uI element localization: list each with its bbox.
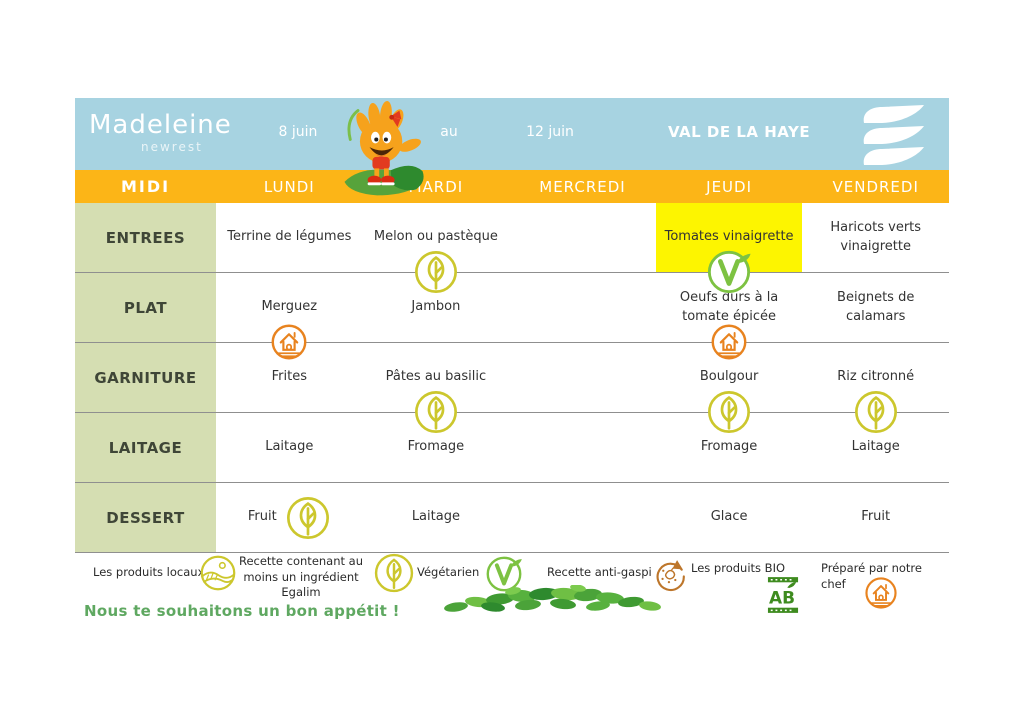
menu-cell-dessert-lundi: Fruit — [216, 483, 363, 552]
brand-subtitle: newrest — [141, 140, 203, 154]
legend-label-chef: Préparé par notre chef — [821, 561, 922, 591]
menu-cell-entrees-mercredi — [509, 203, 656, 272]
vegetarian-icon — [485, 555, 523, 593]
dish-name: Haricots verts vinaigrette — [830, 220, 922, 254]
dish-name: Glace — [710, 509, 748, 525]
menu-cell-entrees-lundi: Terrine de légumes — [216, 203, 363, 272]
dish-name: Oeufs durs à la tomate épicée — [679, 290, 779, 324]
menu-cell-dessert-mercredi — [509, 483, 656, 552]
egalim-leaf-icon — [373, 552, 415, 594]
dish-name: Melon ou pastèque — [373, 229, 498, 245]
dish-name: Fromage — [407, 439, 465, 455]
menu-cell-plat-mercredi — [509, 273, 656, 342]
menu-row-dessert: DESSERT Fruit Laitage Glace Fruit — [75, 483, 949, 553]
newrest-logo-icon — [857, 105, 927, 169]
site-name: VAL DE LA HAYE — [667, 123, 811, 141]
menu-cell-garniture-jeudi: Boulgour — [656, 343, 803, 433]
menu-row-plat: PLAT Merguez Jambon Oeufs durs à la tomate… — [75, 273, 949, 360]
menu-cell-garniture-lundi: Frites — [216, 343, 363, 412]
menu-cell-dessert-mardi: Laitage — [363, 483, 510, 552]
menu-cell-garniture-vendredi: Riz citronné — [802, 343, 949, 433]
menu-cell-dessert-vendredi: Fruit — [802, 483, 949, 552]
menu-row-garniture: GARNITURE Frites Pâtes au basilic Boulgour… — [75, 343, 949, 433]
day-header-lundi: LUNDI — [263, 177, 315, 196]
chef-icon — [270, 323, 308, 361]
header: Madeleine newrest 8 juin au 12 juin VAL … — [75, 98, 949, 170]
week-start-date: 8 juin — [278, 124, 318, 140]
brand-name: Madeleine — [89, 110, 232, 140]
menu-cell-entrees-mardi: Melon ou pastèque — [363, 203, 510, 293]
dish-name: Fruit — [861, 509, 891, 525]
date-separator: au — [440, 124, 458, 140]
legend-label-egalim: Recette contenant au moins un ingrédient… — [238, 554, 364, 600]
category-entrees: ENTREES — [75, 203, 216, 272]
ab-bio-icon: AB — [767, 576, 799, 614]
category-dessert: DESSERT — [75, 483, 216, 552]
menu-row-entrees: ENTREES Terrine de légumes Melon ou pastèq… — [75, 203, 949, 294]
local-products-icon — [199, 554, 237, 592]
dish-name: Beignets de calamars — [837, 290, 915, 324]
menu-cell-laitage-mardi: Fromage — [363, 413, 510, 482]
menu-cell-laitage-lundi: Laitage — [216, 413, 363, 482]
category-garniture: GARNITURE — [75, 343, 216, 412]
dish-name: Fromage — [700, 439, 758, 455]
meal-band: MIDI LUNDI MARDI MERCREDI JEUDI VENDREDI — [75, 170, 949, 203]
menu-cell-plat-vendredi: Beignets de calamars — [802, 273, 949, 342]
legend-label-vegetarien: Végétarien — [417, 565, 480, 579]
legend-label-bio: Les produits BIO — [691, 561, 786, 575]
legend-label-anti-gaspi: Recette anti-gaspi — [547, 565, 652, 579]
menu-cell-laitage-jeudi: Fromage — [656, 413, 803, 482]
menu-row-laitage: LAITAGE Laitage Fromage Fromage Laitage — [75, 413, 949, 483]
chef-icon — [710, 323, 748, 361]
leaf-cluster-icon — [438, 584, 666, 617]
day-header-vendredi: VENDREDI — [832, 177, 919, 196]
dish-name: Merguez — [261, 299, 318, 315]
meal-label: MIDI — [120, 177, 171, 196]
dish-name: Laitage — [265, 439, 314, 455]
egalim-leaf-icon — [706, 389, 752, 435]
svg-text:AB: AB — [769, 587, 795, 607]
egalim-leaf-icon — [853, 389, 899, 435]
menu-card: Madeleine newrest 8 juin au 12 juin VAL … — [75, 98, 949, 553]
menu-cell-plat-lundi: Merguez — [216, 273, 363, 360]
menu-cell-plat-jeudi: Oeufs durs à la tomate épicée — [656, 273, 803, 360]
menu-cell-plat-mardi: Jambon — [363, 273, 510, 342]
menu-cell-dessert-jeudi: Glace — [656, 483, 803, 552]
footer-message: Nous te souhaitons un bon appétit ! — [84, 602, 400, 620]
dish-name: Tomates vinaigrette — [664, 229, 794, 245]
egalim-leaf-icon — [285, 495, 331, 541]
category-plat: PLAT — [75, 273, 216, 342]
dish-name: Boulgour — [699, 369, 759, 385]
dish-name: Riz citronné — [837, 369, 915, 385]
menu-cell-garniture-mercredi — [509, 343, 656, 412]
egalim-leaf-icon — [413, 249, 459, 295]
category-laitage: LAITAGE — [75, 413, 216, 482]
legend-label-local: Les produits locaux — [93, 565, 205, 579]
menu-cell-entrees-jeudi: Tomates vinaigrette — [655, 203, 803, 294]
menu-cell-entrees-vendredi: Haricots verts vinaigrette — [802, 203, 949, 272]
menu-table: ENTREES Terrine de légumes Melon ou pastèq… — [75, 203, 949, 553]
chef-icon — [864, 576, 898, 610]
dish-name: Jambon — [411, 299, 461, 315]
week-end-date: 12 juin — [526, 124, 574, 140]
dish-name: Fruit — [247, 509, 277, 525]
menu-cell-garniture-mardi: Pâtes au basilic — [363, 343, 510, 433]
dish-name: Laitage — [851, 439, 900, 455]
menu-cell-laitage-vendredi: Laitage — [802, 413, 949, 482]
legend: Les produits locaux Recette contenant au… — [75, 553, 949, 617]
vegetarian-icon — [706, 249, 752, 295]
egalim-leaf-icon — [413, 389, 459, 435]
day-header-mercredi: MERCREDI — [539, 177, 626, 196]
menu-cell-laitage-mercredi — [509, 413, 656, 482]
dish-name: Frites — [271, 369, 307, 385]
mascot-icon — [331, 99, 437, 205]
dish-name: Pâtes au basilic — [385, 369, 487, 385]
dish-name: Laitage — [411, 509, 460, 525]
dish-name: Terrine de légumes — [227, 229, 352, 245]
anti-gaspi-icon — [653, 558, 687, 592]
day-header-jeudi: JEUDI — [706, 177, 753, 196]
